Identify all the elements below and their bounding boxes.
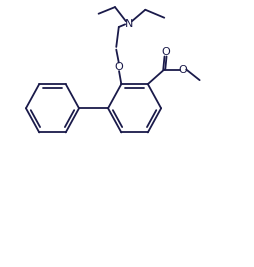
Text: N: N: [125, 19, 133, 29]
Text: O: O: [179, 65, 188, 74]
Text: O: O: [114, 62, 123, 72]
Text: O: O: [161, 47, 170, 57]
